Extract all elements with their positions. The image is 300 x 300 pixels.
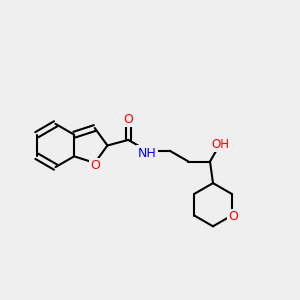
Text: OH: OH [212,138,230,151]
Text: O: O [90,159,100,172]
Text: O: O [123,112,133,126]
Text: NH: NH [138,147,156,160]
Text: O: O [228,210,238,223]
